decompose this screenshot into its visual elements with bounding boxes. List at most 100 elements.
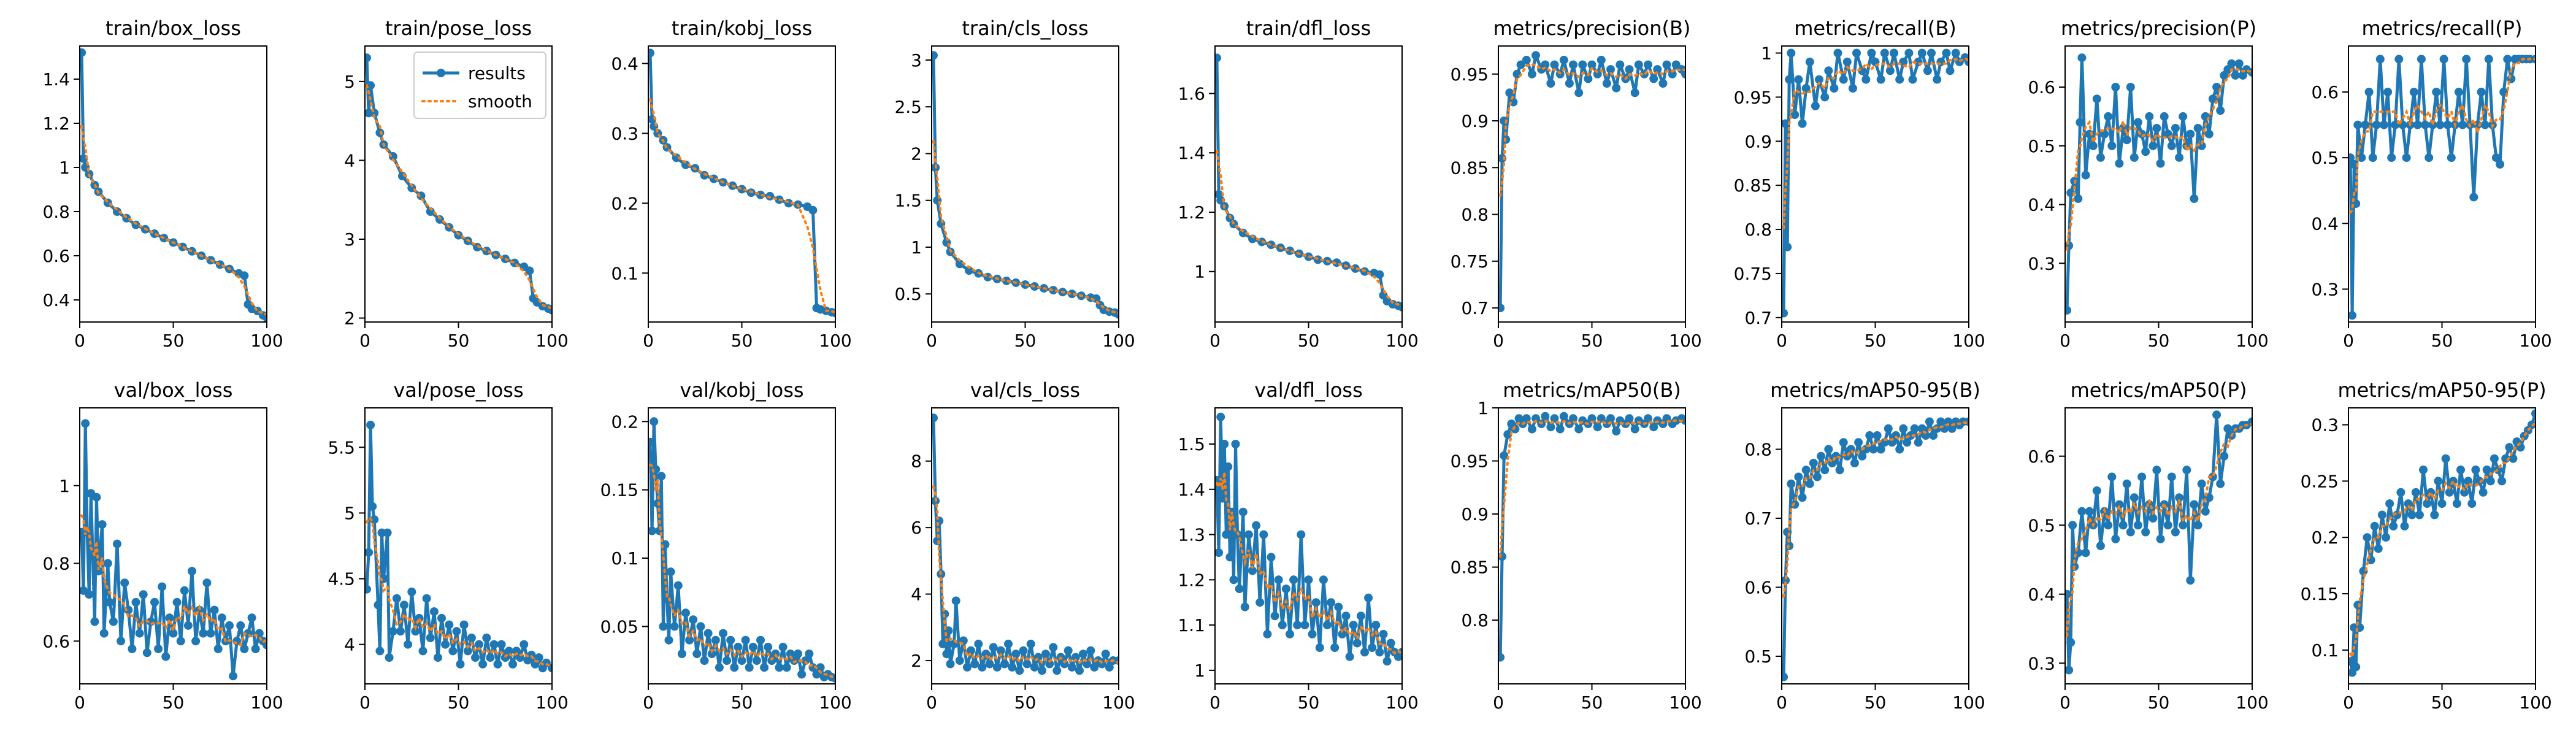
results-point xyxy=(2182,466,2191,475)
results-point xyxy=(1820,466,1830,475)
x-tick-label: 50 xyxy=(1014,692,1037,713)
results-point xyxy=(1644,60,1652,69)
x-tick-label: 100 xyxy=(535,692,568,713)
results-point xyxy=(1917,424,1926,433)
results-point xyxy=(955,259,964,269)
results-point xyxy=(2364,88,2374,96)
data-layer xyxy=(2065,410,2252,675)
results-point xyxy=(109,617,118,626)
results-point xyxy=(2149,514,2158,523)
data-layer xyxy=(365,420,552,673)
legend-results-marker xyxy=(437,69,445,77)
results-point xyxy=(673,581,683,590)
results-point xyxy=(486,653,495,662)
results-point xyxy=(1824,66,1833,75)
results-point xyxy=(2201,507,2210,516)
results-point xyxy=(1824,445,1833,454)
results-point xyxy=(375,646,385,656)
results-point xyxy=(2370,521,2379,531)
subplot-title: train/cls_loss xyxy=(962,17,1088,40)
results-point xyxy=(1923,66,1932,75)
results-point xyxy=(1925,417,1934,426)
results-point xyxy=(2204,129,2214,139)
results-point xyxy=(775,663,784,672)
results-point xyxy=(375,128,385,137)
subplot-title: metrics/recall(B) xyxy=(1794,17,1957,40)
results-point xyxy=(1782,576,1790,585)
results-point xyxy=(2107,472,2117,481)
legend: results smooth xyxy=(413,52,546,119)
results-point xyxy=(471,653,480,662)
results-point xyxy=(1286,246,1294,255)
results-point xyxy=(392,594,401,603)
results-point xyxy=(475,640,483,649)
data-layer xyxy=(1498,51,1685,313)
results-point xyxy=(178,242,187,251)
results-point xyxy=(1083,659,1092,669)
results-point xyxy=(467,634,476,642)
results-point xyxy=(1531,51,1540,60)
results-point xyxy=(2434,477,2443,486)
results-point xyxy=(1375,270,1384,279)
results-point xyxy=(437,613,446,623)
results-point xyxy=(2460,488,2469,497)
results-point xyxy=(2065,665,2074,675)
results-point xyxy=(263,640,267,650)
results-point xyxy=(2419,466,2428,474)
results-point xyxy=(2081,548,2090,558)
results-point xyxy=(2096,153,2105,162)
results-point xyxy=(1798,119,1807,128)
results-point xyxy=(2484,55,2493,64)
results-point xyxy=(1356,611,1365,621)
results-point xyxy=(2145,112,2154,121)
y-tick-label: 0.6 xyxy=(42,246,70,266)
results-point xyxy=(1787,48,1796,58)
smooth-line xyxy=(80,125,267,316)
results-point xyxy=(778,642,788,651)
results-point xyxy=(1267,553,1276,562)
results-point xyxy=(1865,431,1874,440)
results-point xyxy=(1231,440,1240,448)
results-point xyxy=(2447,153,2456,163)
results-point xyxy=(459,620,469,629)
axes-frame xyxy=(1214,45,1403,323)
results-point xyxy=(2374,544,2383,553)
x-tick-label: 50 xyxy=(2148,692,2170,713)
results-point xyxy=(1933,424,1942,433)
results-point xyxy=(512,646,521,656)
y-tick-label: 0.05 xyxy=(600,616,638,637)
results-point xyxy=(648,437,654,447)
results-point xyxy=(1569,60,1577,69)
results-point xyxy=(2404,499,2413,508)
results-point xyxy=(1782,309,1788,318)
results-point xyxy=(1574,424,1584,434)
results-point xyxy=(142,648,151,657)
results-point xyxy=(172,597,182,607)
results-line xyxy=(648,53,835,315)
results-point xyxy=(1323,621,1332,630)
results-point xyxy=(1382,657,1392,666)
results-point xyxy=(1555,424,1565,434)
results-point xyxy=(1593,423,1602,432)
results-point xyxy=(2387,153,2396,163)
results-point xyxy=(2167,141,2176,150)
y-tick-label: 0.5 xyxy=(2028,515,2055,535)
results-point xyxy=(726,635,735,645)
axes-frame xyxy=(2064,407,2253,684)
results-point xyxy=(1790,500,1800,509)
results-point xyxy=(1293,621,1302,630)
results-point xyxy=(1933,75,1942,84)
results-point xyxy=(2352,662,2361,672)
results-point xyxy=(1248,566,1257,575)
results-point xyxy=(105,597,114,607)
results-point xyxy=(1815,75,1823,84)
results-point xyxy=(1000,659,1009,669)
y-tick-label: 0.1 xyxy=(2311,640,2339,661)
results-point xyxy=(2372,120,2381,129)
subplot-title: metrics/precision(P) xyxy=(2061,17,2256,40)
results-point xyxy=(1546,423,1555,432)
results-point xyxy=(180,586,189,595)
results-point xyxy=(1527,424,1536,434)
results-point xyxy=(689,615,698,624)
results-point xyxy=(493,659,502,669)
